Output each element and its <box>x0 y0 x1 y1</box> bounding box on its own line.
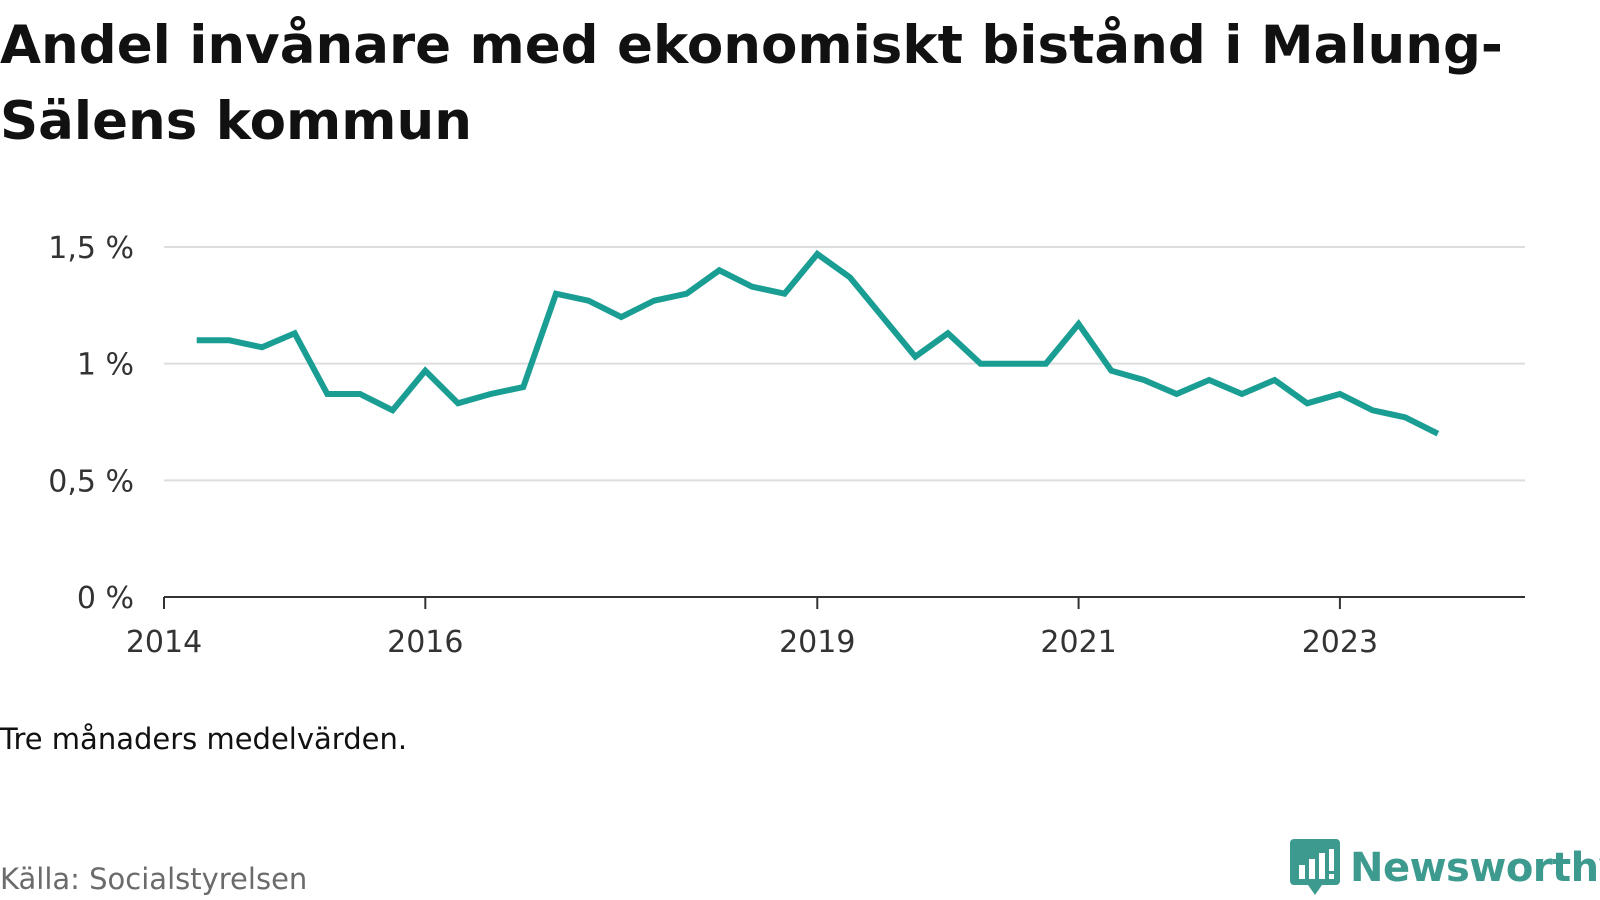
y-tick-label: 0 % <box>77 581 134 616</box>
source-label: Källa: Socialstyrelsen <box>0 862 308 896</box>
series-line <box>196 249 1440 437</box>
x-tick-label: 2023 <box>1302 625 1378 660</box>
y-axis: 0 % 0,5 % 1 % 1,5 % <box>48 231 134 616</box>
x-tick-label: 2019 <box>779 625 855 660</box>
series-layer <box>196 249 1440 437</box>
x-tick-label: 2021 <box>1040 625 1116 660</box>
gridlines <box>164 246 1525 482</box>
y-tick-label: 1,5 % <box>48 231 134 266</box>
y-tick-label: 0,5 % <box>48 464 134 499</box>
x-axis: 2014 2016 2019 2021 2023 <box>126 596 1525 660</box>
y-tick-label: 1 % <box>77 348 134 383</box>
newsworthy-logo-icon <box>1290 839 1340 895</box>
chart-title: Andel invånare med ekonomiskt bistånd i … <box>0 15 1503 152</box>
x-tick-label: 2016 <box>387 625 463 660</box>
brand-logo[interactable]: Newsworthy <box>1290 838 1600 898</box>
x-tick-label: 2014 <box>126 625 202 660</box>
chart-note: Tre månaders medelvärden. <box>0 722 408 756</box>
brand-name: Newsworthy <box>1350 845 1600 891</box>
